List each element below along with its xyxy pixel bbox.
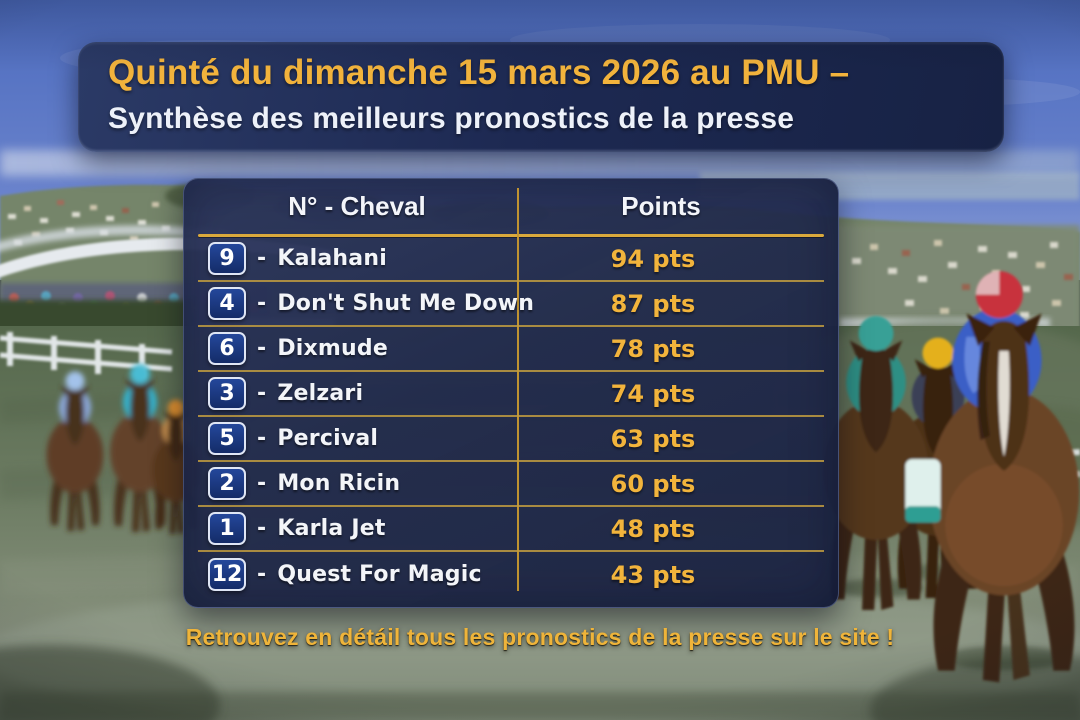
- horse-points: 43 pts: [610, 560, 696, 589]
- pronostics-table: N° - Cheval Points 9 - Kalahani 94 pts 4…: [183, 178, 839, 608]
- horse-name: Kalahani: [277, 246, 387, 271]
- horse-cell: 2 - Mon Ricin: [198, 467, 518, 500]
- horse-points: 94 pts: [610, 244, 696, 273]
- horse-cell: 9 - Kalahani: [198, 242, 518, 275]
- dash: -: [257, 516, 267, 541]
- horse-name: Quest For Magic: [277, 562, 482, 587]
- horse-number-badge: 12: [208, 558, 246, 591]
- dash: -: [257, 426, 267, 451]
- horse-name: Mon Ricin: [277, 471, 401, 496]
- horse-cell: 6 - Dixmude: [198, 332, 518, 365]
- horse-points: 60 pts: [610, 469, 696, 498]
- horse-number-badge: 3: [208, 377, 246, 410]
- dash: -: [257, 381, 267, 406]
- column-divider: [517, 188, 519, 591]
- photo-streak: [0, 150, 1080, 176]
- table-row: 4 - Don't Shut Me Down 87 pts: [198, 282, 824, 327]
- banner-subtitle: Synthèse des meilleurs pronostics de la …: [108, 102, 795, 135]
- header-banner: Quinté du dimanche 15 mars 2026 au PMU –…: [78, 42, 1004, 152]
- table-header-row: N° - Cheval Points: [184, 179, 838, 234]
- table-row: 12 - Quest For Magic 43 pts: [198, 552, 824, 597]
- table-row: 3 - Zelzari 74 pts: [198, 372, 824, 417]
- column-header-horse: N° - Cheval: [288, 191, 426, 221]
- horse-name: Zelzari: [277, 381, 364, 406]
- horse-points: 63 pts: [610, 424, 696, 453]
- table-row: 5 - Percival 63 pts: [198, 417, 824, 462]
- horse-number-badge: 2: [208, 467, 246, 500]
- column-header-points: Points: [621, 191, 701, 221]
- dash: -: [257, 471, 267, 496]
- horse-points: 48 pts: [610, 514, 696, 543]
- table-rows: 9 - Kalahani 94 pts 4 - Don't Shut Me Do…: [184, 237, 838, 597]
- horse-points: 74 pts: [610, 379, 696, 408]
- dash: -: [257, 246, 267, 271]
- village-right: [852, 240, 1073, 318]
- horse-cell: 3 - Zelzari: [198, 377, 518, 410]
- header-underline: [198, 234, 824, 237]
- footer-note: Retrouvez en détáil tous les pronostics …: [185, 624, 895, 650]
- horse-points: 87 pts: [610, 289, 696, 318]
- horse-name: Don't Shut Me Down: [277, 291, 535, 316]
- horse-number-badge: 9: [208, 242, 246, 275]
- dash: -: [257, 562, 267, 587]
- dash: -: [257, 291, 267, 316]
- lead-horse: [905, 271, 1080, 683]
- dash: -: [257, 336, 267, 361]
- horse-cell: 4 - Don't Shut Me Down: [198, 287, 534, 320]
- horse-cell: 12 - Quest For Magic: [198, 558, 518, 591]
- horse-number-badge: 5: [208, 422, 246, 455]
- right-horses: [823, 271, 1080, 683]
- horse-name: Karla Jet: [277, 516, 386, 541]
- horse-name: Percival: [277, 426, 379, 451]
- table-row: 2 - Mon Ricin 60 pts: [198, 462, 824, 507]
- horse-number-badge: 6: [208, 332, 246, 365]
- horse-points: 78 pts: [610, 334, 696, 363]
- horse-cell: 5 - Percival: [198, 422, 518, 455]
- table-row: 6 - Dixmude 78 pts: [198, 327, 824, 372]
- table-row: 9 - Kalahani 94 pts: [198, 237, 824, 282]
- horse-cell: 1 - Karla Jet: [198, 512, 518, 545]
- horse-number-badge: 4: [208, 287, 246, 320]
- horse-name: Dixmude: [277, 336, 388, 361]
- table-row: 1 - Karla Jet 48 pts: [198, 507, 824, 552]
- horse-number-badge: 1: [208, 512, 246, 545]
- banner-title: Quinté du dimanche 15 mars 2026 au PMU –: [108, 53, 850, 92]
